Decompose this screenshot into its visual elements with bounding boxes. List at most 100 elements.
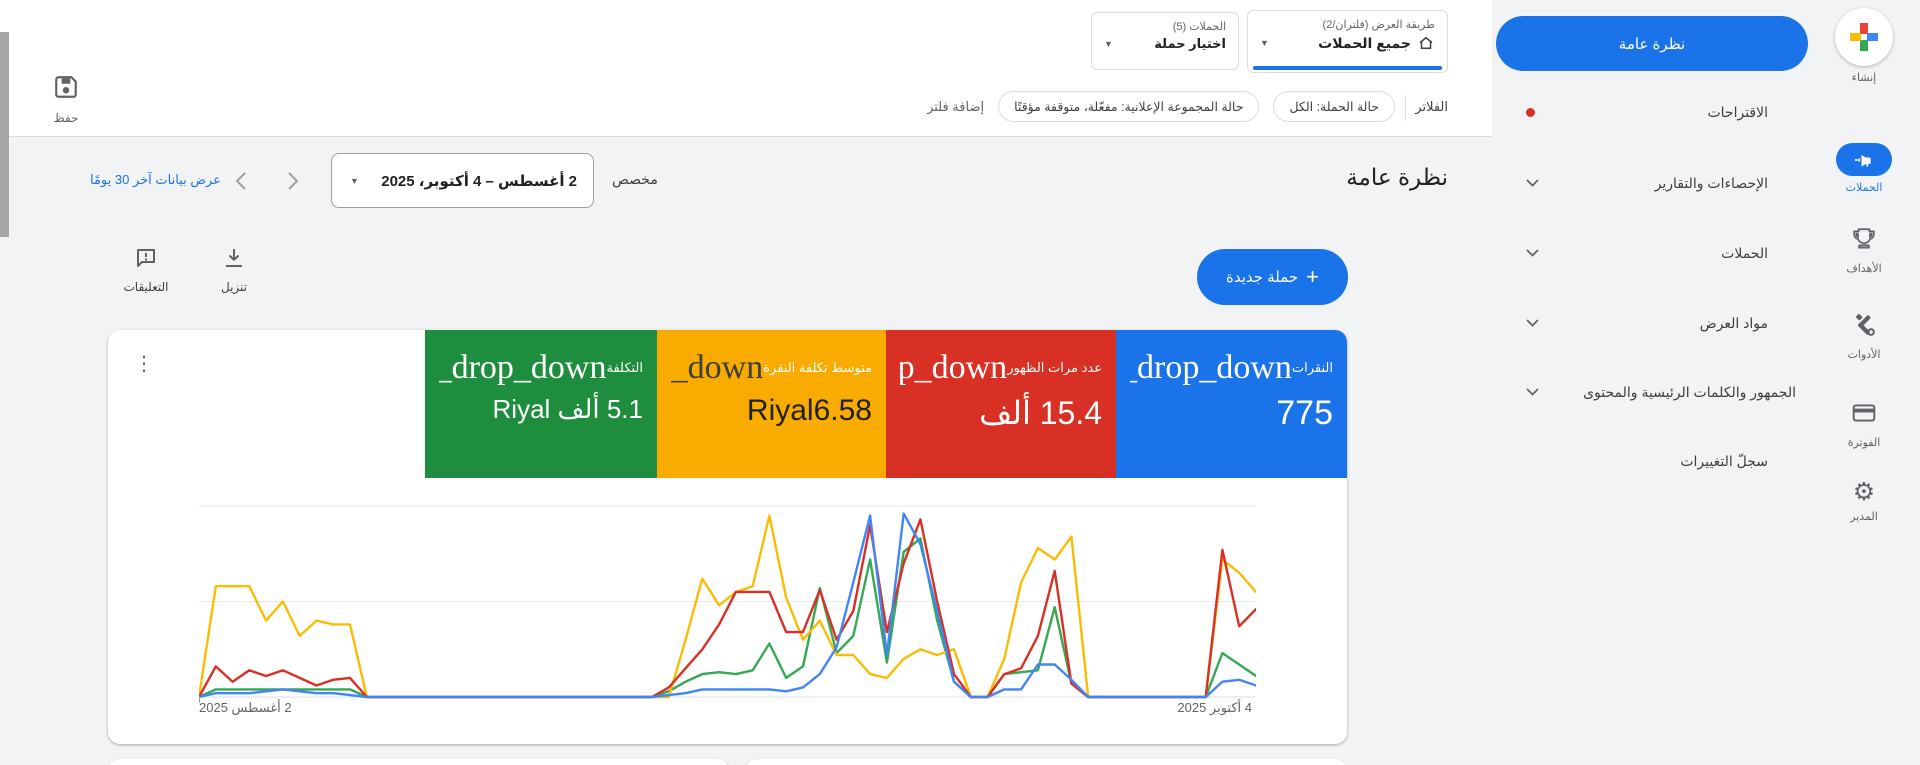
nav-item-assets[interactable]: مواد العرض <box>1496 306 1808 340</box>
rail-label: إنشاء <box>1851 72 1877 84</box>
metric-card-cost[interactable]: التكلفة arrow_drop_down 5.1 ألف Riyal <box>425 330 657 478</box>
caret-down-icon: ▼ <box>350 175 359 186</box>
nav-item-campaigns[interactable]: الحملات <box>1496 236 1808 270</box>
chevron-down-icon <box>1526 314 1539 332</box>
metric-label: النقرات <box>1291 360 1333 375</box>
metric-value: 15.4 ألف <box>979 395 1102 431</box>
rail-label: الفوترة <box>1847 437 1881 449</box>
metric-card-header: النقرات arrow_drop_down <box>1130 344 1333 392</box>
filters-title: الفلاتر <box>1415 99 1448 114</box>
left-scrollbar[interactable] <box>0 32 9 237</box>
credit-card-icon <box>1851 400 1877 431</box>
rail-admin[interactable]: ⚙ المدير <box>1826 478 1902 524</box>
metric-value: Riyal6.58 <box>746 394 872 427</box>
nav-item-insights-reports[interactable]: الإحصاءات والتقارير <box>1496 166 1808 200</box>
rail-goals[interactable]: الأهداف <box>1826 226 1902 275</box>
date-range-value: 2 أغسطس – 4 أكتوبر، 2025 <box>381 172 577 190</box>
nav-item-recommendations[interactable]: الاقتراحات <box>1496 95 1808 129</box>
tools-icon <box>1851 312 1877 343</box>
adgroup-status-chip[interactable]: حالة المجموعة الإعلانية: مفعّلة، متوقفة … <box>998 91 1260 122</box>
megaphone-icon <box>1836 143 1892 176</box>
timeseries-chart[interactable] <box>199 504 1256 700</box>
nav-item-change-history[interactable]: سجلّ التغييرات <box>1496 444 1808 478</box>
campaign-status-chip[interactable]: حالة الحملة: الكل <box>1273 91 1395 122</box>
nav-item-label: سجلّ التغييرات <box>1680 452 1768 469</box>
nav-overview-pill[interactable]: نظرة عامة <box>1496 16 1808 71</box>
view-mode-dropdown-label: طريقة العرض (فلتران/2) <box>1322 19 1435 31</box>
nav-item-label: الإحصاءات والتقارير <box>1654 174 1768 191</box>
caret-down-icon: ▼ <box>1104 39 1113 49</box>
arrow-drop-down-icon: arrow_drop_down <box>900 349 1008 386</box>
campaign-picker-dropdown[interactable]: الحملات (5) اختيار حملة ▼ <box>1091 12 1239 70</box>
metric-card-avg-cpc[interactable]: متوسط تكلفة النقرة arrow_drop_down Riyal… <box>657 330 886 478</box>
trophy-icon <box>1851 226 1877 257</box>
gear-icon: ⚙ <box>1852 478 1876 506</box>
new-campaign-button[interactable]: + حملة جديدة <box>1197 249 1348 305</box>
rail-campaigns[interactable]: الحملات <box>1826 143 1902 194</box>
download-icon <box>222 246 246 275</box>
campaign-picker-value: اختيار حملة <box>1154 36 1226 51</box>
download-label: تنزيل <box>221 280 248 294</box>
filters-divider <box>1405 95 1406 121</box>
rail-label: المدير <box>1850 511 1878 523</box>
plus-icon: + <box>1306 264 1320 289</box>
download-button[interactable]: تنزيل <box>206 246 262 294</box>
caret-down-icon: ▼ <box>1260 38 1269 48</box>
metric-value: 5.1 ألف Riyal <box>492 394 643 424</box>
save-button[interactable]: حفظ <box>38 74 94 125</box>
create-plus-icon <box>1835 8 1893 66</box>
rail-label: الحملات <box>1845 182 1883 194</box>
save-label: حفظ <box>53 111 79 125</box>
nav-item-audiences-keywords-content[interactable]: الجمهور والكلمات الرئيسية والمحتوى <box>1496 375 1808 409</box>
page-title: نظرة عامة <box>1346 164 1448 190</box>
comments-button[interactable]: التعليقات <box>116 246 176 294</box>
previous-period-button[interactable] <box>224 164 258 198</box>
view-mode-value: جميع الحملات <box>1318 34 1411 51</box>
metric-card-header: متوسط تكلفة النقرة arrow_drop_down <box>671 344 872 392</box>
chevron-down-icon <box>1526 383 1539 401</box>
overview-chart-card: ⋮ النقرات arrow_drop_down 775 عدد مرات ا… <box>108 330 1347 744</box>
next-section-card <box>745 759 1347 765</box>
home-icon <box>1417 34 1435 52</box>
comments-label: التعليقات <box>123 280 169 294</box>
rail-label: الأدوات <box>1847 349 1881 361</box>
chevron-down-icon <box>1526 174 1539 192</box>
save-icon <box>53 74 79 105</box>
rail-label: الأهداف <box>1846 263 1882 275</box>
comment-icon <box>134 246 158 275</box>
x-axis-end-label: 4 أكتوبر 2025 <box>1177 700 1252 715</box>
metric-value: 775 <box>1276 394 1333 432</box>
rail-create-button[interactable]: إنشاء <box>1826 8 1902 84</box>
nav-item-label: الاقتراحات <box>1707 103 1768 120</box>
rail-billing[interactable]: الفوترة <box>1826 400 1902 449</box>
arrow-drop-down-icon: arrow_drop_down <box>671 349 764 386</box>
x-axis-start-label: 2 أغسطس 2025 <box>199 700 292 715</box>
add-filter-button[interactable]: إضافة فلتر <box>927 98 985 114</box>
nav-item-label: مواد العرض <box>1699 314 1768 331</box>
nav-item-label: الحملات <box>1721 244 1768 261</box>
new-campaign-label: حملة جديدة <box>1225 269 1299 286</box>
arrow-drop-down-icon: arrow_drop_down <box>1130 349 1292 386</box>
metric-label: عدد مرات الظهور <box>1007 360 1102 375</box>
metric-label: التكلفة <box>606 360 643 375</box>
date-range-dropdown[interactable]: 2 أغسطس – 4 أكتوبر، 2025 ▼ <box>331 153 594 208</box>
metric-card-clicks[interactable]: النقرات arrow_drop_down 775 <box>1116 330 1347 478</box>
metric-card-header: التكلفة arrow_drop_down <box>439 344 643 392</box>
next-section-card <box>108 759 729 765</box>
view-mode-dropdown[interactable]: طريقة العرض (فلتران/2) جميع الحملات ▼ <box>1247 10 1448 73</box>
metric-card-impressions[interactable]: عدد مرات الظهور arrow_drop_down 15.4 ألف <box>886 330 1116 478</box>
chevron-down-icon <box>1526 244 1539 262</box>
filter-chips-row: حالة الحملة: الكل حالة المجموعة الإعلاني… <box>927 91 1395 122</box>
campaign-picker-label: الحملات (5) <box>1172 21 1226 33</box>
metric-label: متوسط تكلفة النقرة <box>763 360 872 375</box>
more-options-icon[interactable]: ⋮ <box>134 353 154 375</box>
x-axis-tick <box>199 697 200 703</box>
metric-card-header: عدد مرات الظهور arrow_drop_down <box>900 344 1102 392</box>
rail-tools[interactable]: الأدوات <box>1826 312 1902 361</box>
date-range-type: مخصص <box>612 171 658 187</box>
arrow-drop-down-icon: arrow_drop_down <box>439 349 607 386</box>
notification-dot <box>1526 107 1535 117</box>
next-period-button[interactable] <box>276 164 310 198</box>
show-last-30-days-link[interactable]: عرض بيانات آخر 30 يومًا <box>90 172 221 187</box>
nav-item-label: الجمهور والكلمات الرئيسية والمحتوى <box>1583 383 1796 400</box>
